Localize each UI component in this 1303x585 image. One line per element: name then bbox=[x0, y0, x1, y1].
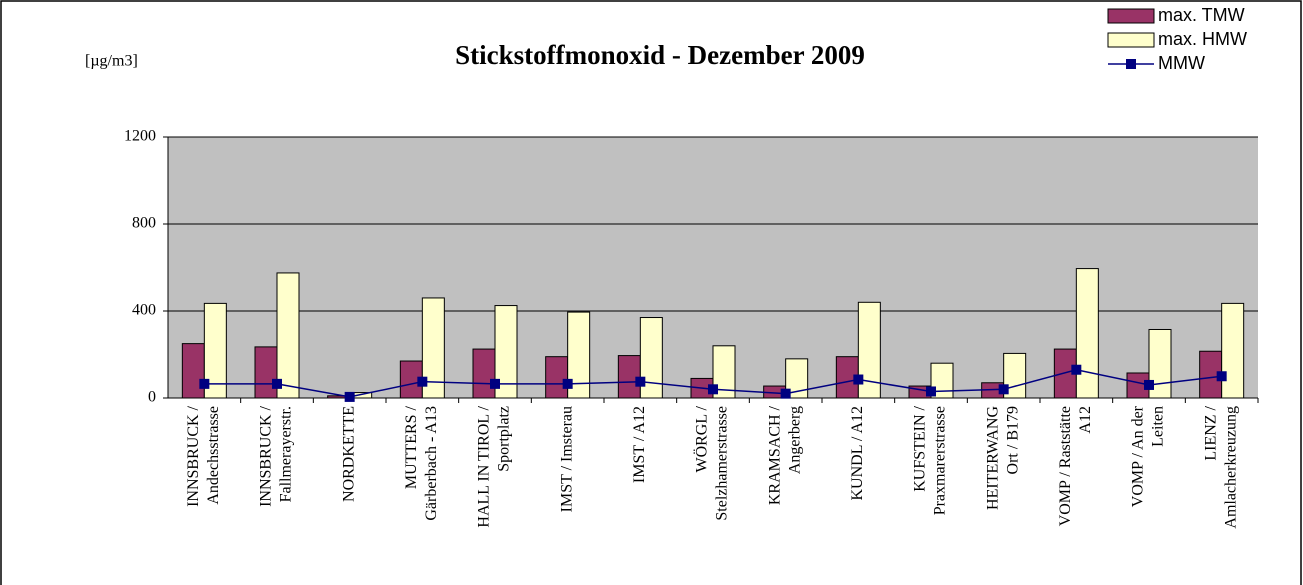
bar bbox=[421, 297, 445, 399]
bar bbox=[1148, 328, 1172, 399]
legend-swatch bbox=[1107, 8, 1155, 24]
bar bbox=[1221, 302, 1245, 399]
y-tick-label: 400 bbox=[132, 302, 156, 319]
legend-label: max. TMW bbox=[1158, 5, 1245, 25]
y-tick-label: 800 bbox=[132, 215, 156, 232]
bar bbox=[254, 346, 278, 399]
y-tick-label: 1200 bbox=[124, 128, 156, 145]
marker bbox=[1071, 364, 1082, 375]
bar bbox=[1003, 352, 1027, 399]
marker bbox=[708, 384, 718, 395]
x-tick-label: Praxmarerstrasse bbox=[932, 406, 949, 515]
bar bbox=[930, 362, 954, 399]
marker bbox=[635, 376, 646, 387]
x-tick-label: NORDKETTE bbox=[340, 406, 357, 502]
marker bbox=[344, 391, 355, 402]
x-tick-label: KUNDL / A12 bbox=[849, 406, 866, 501]
bar bbox=[203, 302, 227, 399]
legend-label: max. HMW bbox=[1158, 29, 1247, 49]
x-tick-label: Stelzhamerstrasse bbox=[714, 406, 731, 521]
y-tick-label: 0 bbox=[148, 389, 156, 406]
bar bbox=[639, 317, 663, 399]
legend-swatch bbox=[1126, 59, 1136, 69]
x-tick-label: Fallmerayerstr. bbox=[278, 406, 295, 502]
legend-swatch bbox=[1107, 32, 1155, 48]
marker bbox=[1216, 371, 1227, 382]
x-tick-label: KRAMSACH / bbox=[766, 405, 783, 505]
marker bbox=[272, 378, 282, 389]
marker bbox=[417, 376, 428, 387]
bar bbox=[857, 301, 881, 399]
x-tick-label: LIENZ / bbox=[1202, 405, 1219, 460]
bar bbox=[472, 348, 496, 399]
marker bbox=[780, 388, 791, 399]
marker bbox=[998, 384, 1009, 395]
legend-label: MMW bbox=[1158, 53, 1205, 73]
x-tick-label: KUFSTEIN / bbox=[912, 405, 929, 491]
bar bbox=[567, 311, 591, 399]
x-tick-label: IMST / A12 bbox=[631, 406, 648, 483]
x-tick-label: VOMP / An der bbox=[1130, 405, 1147, 507]
bar bbox=[712, 345, 736, 399]
marker bbox=[853, 374, 864, 385]
x-tick-label: HEITERWANG bbox=[984, 406, 1001, 510]
marker bbox=[926, 386, 936, 397]
y-axis-label: [µg/m3] bbox=[85, 53, 138, 70]
marker bbox=[199, 378, 210, 389]
x-tick-label: Ort / B179 bbox=[1004, 406, 1021, 474]
marker bbox=[1144, 379, 1154, 390]
marker bbox=[562, 378, 573, 389]
x-tick-label: IMST / Imsterau bbox=[558, 406, 575, 512]
x-tick-label: MUTTERS / bbox=[403, 405, 420, 489]
chart-title: Stickstoffmonoxid - Dezember 2009 bbox=[455, 40, 865, 70]
bar bbox=[1075, 268, 1099, 399]
bar bbox=[785, 358, 809, 399]
x-tick-label: Gärberbach - A13 bbox=[423, 406, 440, 521]
x-tick-label: Amlacherkreuzung bbox=[1222, 406, 1239, 529]
bar bbox=[494, 305, 518, 399]
bar bbox=[181, 343, 205, 399]
x-tick-label: WÖRGL / bbox=[693, 405, 711, 472]
bar bbox=[276, 272, 300, 399]
x-tick-label: Angerberg bbox=[786, 406, 803, 474]
x-tick-label: Leiten bbox=[1150, 406, 1167, 447]
x-tick-label: A12 bbox=[1077, 406, 1094, 434]
x-tick-label: VOMP / Raststätte bbox=[1057, 406, 1074, 526]
marker bbox=[490, 378, 500, 389]
bar bbox=[545, 356, 569, 399]
x-tick-label: INNSBRUCK / bbox=[258, 405, 275, 506]
x-tick-label: INNSBRUCK / bbox=[185, 405, 202, 506]
x-tick-label: Sportplatz bbox=[496, 406, 513, 472]
x-tick-label: Andechsstrasse bbox=[205, 406, 222, 505]
x-tick-label: HALL IN TIROL / bbox=[476, 405, 493, 527]
